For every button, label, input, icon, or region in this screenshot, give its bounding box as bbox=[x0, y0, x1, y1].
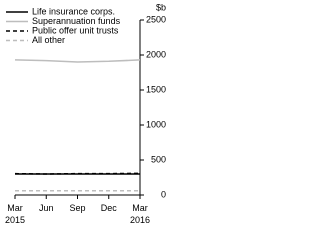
y-tick-label: 0 bbox=[161, 189, 166, 199]
y-tick-label: 500 bbox=[151, 154, 166, 164]
series-line bbox=[14, 59, 141, 63]
y-tick-label: 2500 bbox=[146, 14, 166, 24]
y-unit: $b bbox=[156, 2, 166, 12]
y-tick-label: 1500 bbox=[146, 84, 166, 94]
legend-label: Life insurance corps. bbox=[32, 6, 115, 16]
legend-label: Public offer unit trusts bbox=[32, 25, 119, 35]
x-tick-label: Mar 2016 bbox=[130, 203, 150, 225]
y-tick-label: 2000 bbox=[146, 49, 166, 59]
chart: $b 0 500 1000 1500 2000 2500 Mar 2015 Jun Sep Dec M… bbox=[5, 2, 166, 225]
legend-label: Superannuation funds bbox=[32, 16, 121, 26]
x-tick-label: Mar 2015 bbox=[5, 203, 25, 225]
x-tick-label: Jun bbox=[39, 203, 54, 213]
x-tick-label: Dec bbox=[101, 203, 118, 213]
y-tick-label: 1000 bbox=[146, 119, 166, 129]
legend-label: All other bbox=[32, 35, 65, 45]
x-tick-label: Sep bbox=[69, 203, 85, 213]
